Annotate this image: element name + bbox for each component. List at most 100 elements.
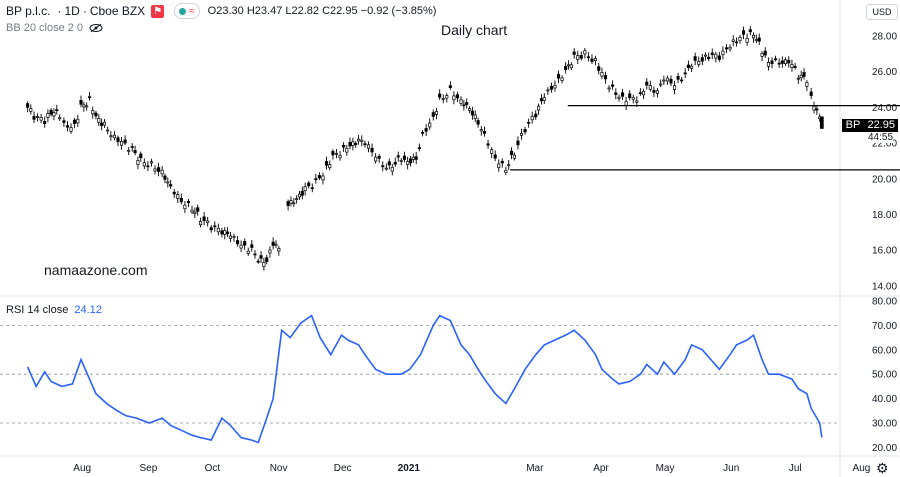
candle-b-candle-13: [328, 164, 332, 169]
time-tick-Nov: Nov: [270, 463, 288, 474]
candle-b-candle-145: [766, 62, 771, 67]
candle-a-candle-10: [58, 117, 62, 120]
candle-b-candle-37: [406, 161, 410, 165]
time-tick-Apr: Apr: [593, 463, 609, 474]
candle-a-candle-74: [268, 249, 272, 254]
candle-a-candle-41: [160, 169, 164, 175]
candle-b-candle-76: [534, 113, 538, 118]
time-tick-Aug: Aug: [73, 463, 91, 474]
candle-b-candle-33: [393, 161, 397, 165]
last-price-value: 22.95: [867, 119, 895, 131]
candle-b-candle-71: [516, 140, 520, 146]
candle-b-candle-53: [459, 99, 463, 104]
eye-hidden-icon[interactable]: [89, 23, 103, 33]
candle-a-candle-33: [133, 150, 137, 154]
candle-b-candle-115: [665, 77, 669, 82]
candle-b-candle-99: [611, 84, 615, 87]
candle-a-candle-71: [259, 255, 263, 259]
candle-b-candle-155: [799, 75, 803, 78]
candle-a-candle-77: [277, 248, 281, 252]
candle-a-candle-46: [176, 194, 180, 199]
candle-b-candle-133: [728, 46, 732, 50]
candle-a-candle-26: [109, 135, 113, 138]
candle-b-candle-154: [796, 77, 800, 80]
candle-a-candle-54: [202, 216, 206, 221]
rsi-tick-80.00: 80.00: [872, 297, 897, 308]
rsi-legend[interactable]: RSI 14 close 24.12: [6, 304, 102, 316]
candle-b-candle-139: [748, 29, 752, 33]
candle-a-candle-50: [190, 209, 194, 213]
candle-a-candle-28: [116, 137, 120, 143]
candle-b-candle-118: [676, 76, 680, 80]
candle-b-candle-6: [303, 186, 307, 192]
candle-b-candle-96: [600, 72, 604, 77]
gear-icon[interactable]: ⚙: [876, 460, 889, 476]
candle-a-candle-73: [265, 257, 269, 262]
candle-b-candle-41: [417, 147, 421, 149]
candle-b-candle-123: [693, 56, 697, 61]
symbol-name[interactable]: BP p.l.c.: [6, 4, 51, 18]
candle-b-candle-138: [745, 38, 749, 43]
candle-a-candle-38: [149, 161, 154, 164]
bb-legend[interactable]: BB 20 close 2 0: [6, 22, 103, 34]
candle-b-candle-137: [742, 30, 746, 35]
candle-a-candle-57: [213, 225, 217, 228]
candle-b-candle-116: [669, 78, 673, 84]
candle-b-candle-58: [473, 114, 477, 119]
candle-b-candle-72: [519, 132, 524, 136]
candle-b-candle-39: [411, 156, 415, 160]
interval-label[interactable]: 1D: [64, 4, 80, 18]
price-tick-26.00: 26.00: [872, 67, 897, 78]
candle-a-candle-68: [250, 244, 254, 248]
rsi-tick-60.00: 60.00: [872, 345, 897, 356]
candle-b-candle-56: [468, 108, 472, 111]
candle-b-candle-112: [655, 90, 659, 94]
candle-b-candle-22: [356, 138, 361, 142]
candle-a-candle-23: [100, 122, 104, 126]
currency-button[interactable]: USD: [866, 4, 898, 20]
candle-b-candle-3: [295, 198, 299, 200]
candle-b-candle-128: [710, 52, 714, 56]
candle-b-candle-19: [348, 142, 352, 147]
candle-b-candle-51: [452, 95, 456, 101]
candle-b-candle-90: [579, 55, 583, 59]
last-price-tag: BP 22.95: [842, 119, 898, 132]
candle-a-candle-39: [153, 168, 157, 172]
candle-a-candle-62: [228, 235, 232, 239]
candle-b-candle-156: [802, 72, 806, 77]
candle-a-candle-21: [94, 112, 98, 117]
candle-a-candle-29: [120, 140, 124, 146]
candle-a-candle-1: [29, 108, 33, 112]
candle-b-candle-1: [289, 200, 293, 204]
high-value: 23.47: [254, 5, 283, 17]
indicator-pill[interactable]: ≈: [174, 3, 200, 19]
candle-b-candle-111: [652, 89, 656, 93]
candle-b-candle-18: [345, 147, 349, 153]
time-tick-2021: 2021: [398, 463, 421, 474]
flag-icon[interactable]: ⚑: [151, 4, 165, 18]
candle-b-candle-8: [310, 187, 314, 190]
rsi-tick-70.00: 70.00: [872, 321, 897, 332]
candle-b-candle-140: [751, 34, 756, 39]
candle-b-candle-67: [504, 169, 508, 173]
candle-b-candle-2: [292, 202, 296, 205]
candle-a-candle-24: [102, 121, 107, 126]
price-tick-16.00: 16.00: [872, 246, 897, 257]
candle-a-candle-52: [196, 207, 200, 212]
candle-a-candle-65: [239, 244, 243, 249]
candle-b-candle-113: [659, 83, 663, 86]
candle-a-candle-61: [226, 231, 230, 235]
candle-b-candle-38: [408, 158, 413, 164]
candle-a-candle-7: [49, 109, 53, 115]
candle-a-candle-15: [76, 118, 80, 124]
candle-b-candle-148: [777, 62, 781, 65]
candle-b-candle-24: [363, 143, 367, 146]
candle-a-candle-63: [232, 235, 236, 238]
time-tick-Jul: Jul: [789, 463, 802, 474]
candle-b-candle-0: [286, 201, 290, 206]
candle-b-candle-147: [774, 58, 778, 61]
candle-b-candle-44: [428, 122, 432, 128]
candle-b-candle-126: [703, 54, 708, 57]
candle-b-candle-152: [790, 64, 794, 68]
